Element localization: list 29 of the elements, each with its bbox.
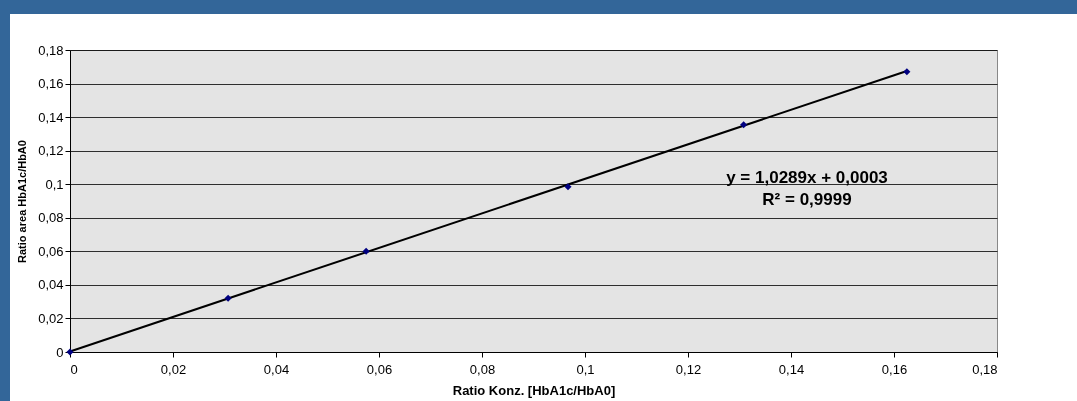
- x-tick-label: 0,1: [576, 361, 595, 377]
- x-tick-label: 0,04: [263, 361, 290, 377]
- y-tick-label: 0,06: [38, 243, 64, 259]
- y-tick-label: 0,08: [38, 210, 64, 226]
- y-tick-label: 0: [56, 344, 64, 360]
- point: [362, 247, 370, 255]
- point: [740, 121, 748, 129]
- x-axis-title: Ratio Konz. [HbA1c/HbA0]: [452, 382, 616, 398]
- x-tick-label: 0,18: [972, 361, 998, 377]
- point: [564, 183, 572, 191]
- y-tick-label: 0,04: [38, 277, 64, 293]
- annotation: R² = 0,9999: [762, 190, 852, 209]
- x-tick-label: 0,16: [881, 361, 908, 377]
- x-tick-label: 0,02: [160, 361, 187, 377]
- y-axis-title: Ratio area HbA1c/HbA0: [16, 140, 29, 263]
- y-tick-label: 0,12: [38, 143, 64, 159]
- x-tick-label: 0: [70, 361, 78, 377]
- x-tick-label: 0,08: [469, 361, 496, 377]
- y-tick-label: 0,14: [38, 109, 64, 125]
- y-tick-label: 0,18: [38, 42, 64, 58]
- x-tick-label: 0,12: [675, 361, 702, 377]
- point: [903, 68, 911, 76]
- y-tick-label: 0,1: [45, 176, 64, 192]
- y-tick-label: 0,16: [38, 76, 64, 92]
- x-tick-label: 0,14: [778, 361, 805, 377]
- point: [224, 294, 232, 302]
- annotation: y = 1,0289x + 0,0003: [726, 168, 888, 187]
- y-tick-label: 0,02: [38, 310, 64, 326]
- x-tick-label: 0,06: [366, 361, 393, 377]
